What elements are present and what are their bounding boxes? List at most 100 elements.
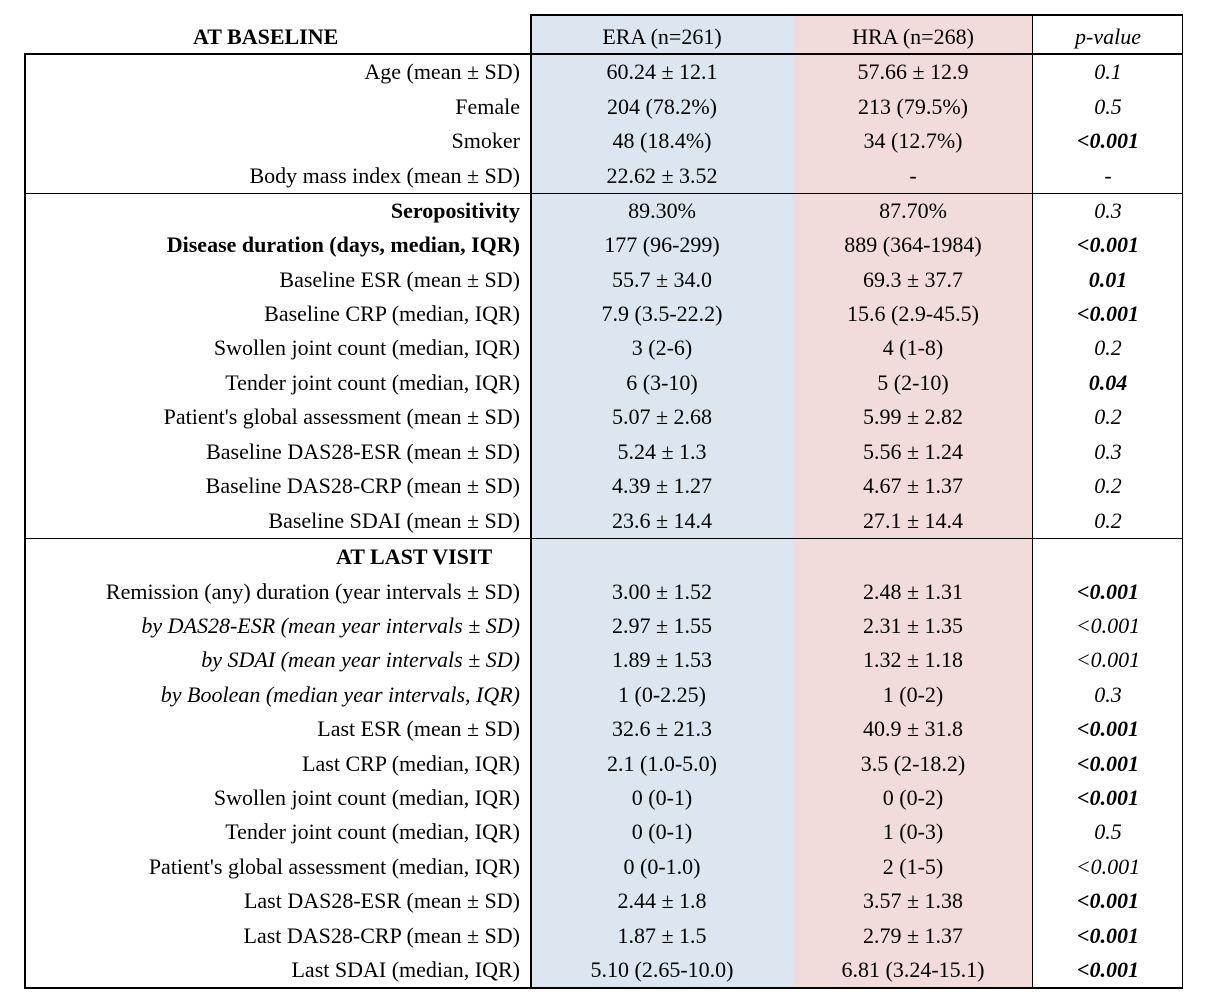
era-value: 5.07 ± 2.68	[611, 404, 713, 429]
row-label: by DAS28-ESR (mean year intervals ± SD)	[141, 613, 520, 638]
era-value: 55.7 ± 34.0	[611, 267, 713, 292]
row-label: Tender joint count (median, IQR)	[225, 370, 520, 395]
era-value	[531, 540, 793, 574]
hra-value: 5 (2-10)	[877, 370, 949, 395]
hra-column-header: HRA (n=268)	[852, 24, 974, 49]
hra-value	[793, 540, 1033, 574]
table-row: Baseline DAS28-ESR (mean ± SD) 5.24 ± 1.3…	[0, 435, 1217, 469]
era-value: 2.97 ± 1.55	[611, 613, 713, 638]
hra-value: 40.9 ± 31.8	[862, 716, 964, 741]
p-value: <0.001	[1076, 957, 1140, 982]
era-value: 89.30%	[628, 198, 696, 223]
left-border	[24, 53, 26, 988]
p-value: <0.001	[1076, 888, 1140, 913]
era-value: 204 (78.2%)	[607, 94, 717, 119]
p-value: -	[1104, 163, 1112, 188]
row-label: Tender joint count (median, IQR)	[225, 819, 520, 844]
table-row: Tender joint count (median, IQR) 0 (0-1) 1…	[0, 815, 1217, 849]
table-row: Remission (any) duration (year intervals…	[0, 575, 1217, 609]
table-row: Baseline SDAI (mean ± SD) 23.6 ± 14.4 27.1…	[0, 504, 1217, 538]
p-value: <0.001	[1075, 647, 1141, 672]
era-value: 48 (18.4%)	[612, 128, 712, 153]
p-value: <0.001	[1076, 579, 1140, 604]
table-row: by SDAI (mean year intervals ± SD) 1.89 ±…	[0, 643, 1217, 677]
section-title-last-visit: AT LAST VISIT	[336, 544, 493, 569]
era-value: 23.6 ± 14.4	[611, 508, 713, 533]
p-value: <0.001	[1075, 854, 1141, 879]
table-row: Seropositivity 89.30% 87.70% 0.3	[0, 194, 1217, 228]
p-value: <0.001	[1076, 785, 1140, 810]
row-label: Baseline CRP (median, IQR)	[264, 301, 520, 326]
table-row: Last DAS28-CRP (mean ± SD) 1.87 ± 1.5 2.79…	[0, 919, 1217, 953]
era-value: 0 (0-1.0)	[623, 854, 701, 879]
hra-value: 1 (0-2)	[882, 682, 944, 707]
era-value: 0 (0-1)	[631, 785, 693, 810]
era-value: 3 (2-6)	[631, 335, 693, 360]
era-value: 32.6 ± 21.3	[611, 716, 713, 741]
p-value: <0.001	[1076, 923, 1140, 948]
p-value: <0.001	[1076, 716, 1140, 741]
era-value: 5.24 ± 1.3	[617, 439, 707, 464]
hra-value: 2.79 ± 1.37	[862, 923, 964, 948]
row-label: Baseline SDAI (mean ± SD)	[268, 508, 520, 533]
era-value: 0 (0-1)	[631, 819, 693, 844]
hra-value: 2.31 ± 1.35	[862, 613, 964, 638]
hra-value: 889 (364-1984)	[844, 232, 982, 257]
table-row: Last ESR (mean ± SD) 32.6 ± 21.3 40.9 ± 31…	[0, 712, 1217, 746]
hra-value: 0 (0-2)	[882, 785, 944, 810]
pvalue-column-header: p-value	[1075, 24, 1141, 49]
p-value	[1033, 540, 1183, 574]
hra-value: 3.5 (2-18.2)	[860, 751, 966, 776]
era-value: 177 (96-299)	[604, 232, 720, 257]
hra-value: 1 (0-3)	[882, 819, 944, 844]
row-label: Remission (any) duration (year intervals…	[105, 579, 520, 604]
table-row: Last DAS28-ESR (mean ± SD) 2.44 ± 1.8 3.57…	[0, 884, 1217, 918]
hra-value: 6.81 (3.24-15.1)	[841, 957, 985, 982]
era-value: 2.1 (1.0-5.0)	[607, 751, 717, 776]
hra-value: 5.99 ± 2.82	[862, 404, 964, 429]
table-bottom-border	[24, 987, 1183, 989]
p-value: <0.001	[1076, 301, 1140, 326]
era-value: 5.10 (2.65-10.0)	[590, 957, 734, 982]
p-value: 0.3	[1094, 439, 1122, 464]
table-row: Body mass index (mean ± SD) 22.62 ± 3.52 -…	[0, 159, 1217, 193]
row-label: Last ESR (mean ± SD)	[317, 716, 520, 741]
table-row: Patient's global assessment (median, IQR…	[0, 850, 1217, 884]
hra-value: 1.32 ± 1.18	[862, 647, 964, 672]
era-value: 4.39 ± 1.27	[611, 473, 713, 498]
hra-value: 3.57 ± 1.38	[862, 888, 964, 913]
row-label: Baseline ESR (mean ± SD)	[279, 267, 520, 292]
era-value: 1.87 ± 1.5	[617, 923, 707, 948]
p-value: 0.2	[1094, 335, 1122, 360]
table-row: Disease duration (days, median, IQR) 177 …	[0, 228, 1217, 262]
hra-value: 87.70%	[879, 198, 947, 223]
row-label: Last DAS28-CRP (mean ± SD)	[243, 923, 520, 948]
hra-value: -	[909, 163, 917, 188]
section-divider-1	[24, 193, 1183, 194]
row-label: Baseline DAS28-ESR (mean ± SD)	[206, 439, 520, 464]
era-value: 2.44 ± 1.8	[617, 888, 707, 913]
hra-value: 34 (12.7%)	[863, 128, 963, 153]
era-value: 7.9 (3.5-22.2)	[601, 301, 723, 326]
row-label: Baseline DAS28-CRP (mean ± SD)	[205, 473, 520, 498]
p-value: 0.04	[1088, 370, 1128, 395]
table-row: Last SDAI (median, IQR) 5.10 (2.65-10.0) 6…	[0, 953, 1217, 987]
row-label: Last SDAI (median, IQR)	[291, 957, 520, 982]
era-left-border	[530, 14, 532, 988]
table-row: Patient's global assessment (mean ± SD) 5…	[0, 400, 1217, 434]
table-row: Tender joint count (median, IQR) 6 (3-10)…	[0, 366, 1217, 400]
era-column-header: ERA (n=261)	[602, 24, 722, 49]
p-value: 0.2	[1094, 508, 1122, 533]
era-value: 6 (3-10)	[626, 370, 698, 395]
p-value: 0.01	[1088, 267, 1128, 292]
row-label: Female	[455, 94, 520, 119]
row-label: Seropositivity	[390, 198, 520, 223]
table-row: Last CRP (median, IQR) 2.1 (1.0-5.0) 3.5 (…	[0, 747, 1217, 781]
header-row: AT BASELINE ERA (n=261) HRA (n=268) p-va…	[0, 20, 1217, 54]
hra-value: 5.56 ± 1.24	[862, 439, 964, 464]
row-label: Patient's global assessment (median, IQR…	[148, 854, 520, 879]
row-label: Swollen joint count (median, IQR)	[213, 335, 520, 360]
hra-value: 69.3 ± 37.7	[862, 267, 964, 292]
row-label: Last CRP (median, IQR)	[302, 751, 520, 776]
